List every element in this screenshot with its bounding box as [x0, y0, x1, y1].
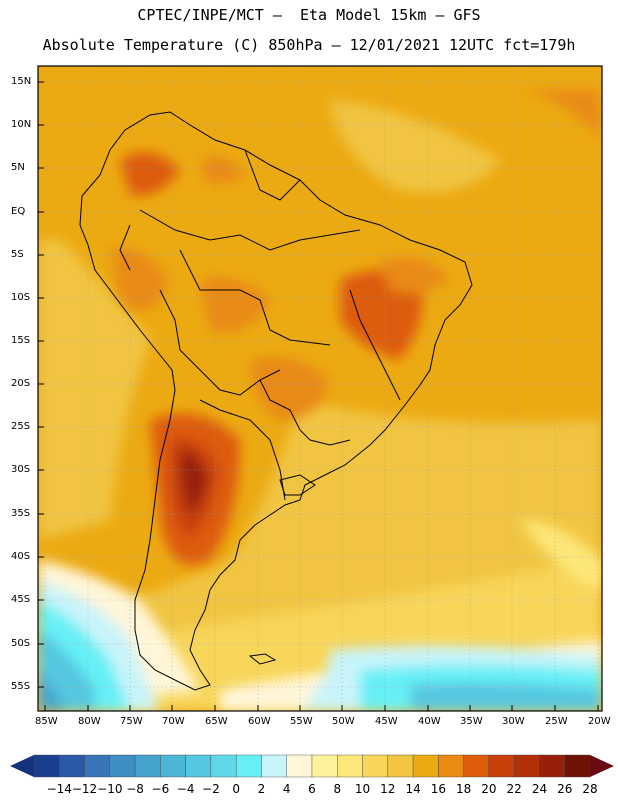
colorbar-swatch — [210, 754, 237, 778]
colorbar-label: −2 — [202, 782, 220, 796]
colorbar-swatch — [412, 754, 439, 778]
colorbar-label: 8 — [333, 782, 342, 796]
lon-label: 50W — [332, 716, 355, 727]
colorbar-under-arrow — [10, 755, 34, 777]
colorbar-label: −14 — [46, 782, 72, 796]
axis-ticks — [38, 81, 599, 711]
lat-label: 35S — [11, 508, 31, 519]
lon-label: 60W — [248, 716, 271, 727]
lat-label: 40S — [11, 551, 31, 562]
colorbar-label: 10 — [354, 782, 371, 796]
title-line-2: Absolute Temperature (C) 850hPa – 12/01/… — [42, 36, 576, 54]
colorbar-label: 4 — [282, 782, 291, 796]
colorbar-label: −12 — [71, 782, 98, 796]
lon-label: 20W — [588, 716, 611, 727]
amazon — [120, 152, 180, 196]
lat-label: 10N — [11, 119, 32, 130]
colorbar-label: 16 — [430, 782, 446, 796]
lat-label: EQ — [11, 206, 26, 217]
colorbar-over-arrow — [590, 755, 614, 777]
colorbar — [10, 754, 614, 778]
colorbar-label: 12 — [380, 782, 396, 796]
lat-label: 20S — [11, 378, 31, 389]
colorbar-swatch — [513, 754, 540, 778]
colorbar-swatch — [59, 754, 85, 778]
lon-label: 75W — [120, 716, 143, 727]
lat-label: 5S — [11, 249, 24, 260]
colorbar-swatch — [387, 754, 414, 778]
lon-label: 45W — [375, 716, 398, 727]
coastlines — [79, 111, 473, 691]
lat-label: 50S — [11, 638, 31, 649]
colorbar-swatch — [286, 754, 313, 778]
colorbar-label: 28 — [582, 782, 598, 796]
lon-label: 40W — [418, 716, 441, 727]
colorbar-swatch — [564, 754, 591, 778]
colorbar-swatch — [261, 754, 287, 778]
lat-label: 30S — [11, 464, 31, 475]
colorbar-swatch — [438, 754, 464, 778]
field-layer — [38, 66, 602, 711]
colorbar-label: 20 — [481, 782, 497, 796]
lat-label: 5N — [11, 162, 25, 173]
colorbar-swatch — [463, 754, 490, 778]
colorbar-swatch — [235, 754, 262, 778]
colorbar-label: −4 — [176, 782, 195, 796]
colorbar-label: 22 — [506, 782, 522, 796]
map-frame — [37, 65, 603, 712]
colorbar-label: 2 — [257, 782, 266, 796]
lat-label: 15S — [11, 335, 31, 346]
title-line-1: CPTEC/INPE/MCT – Eta Model 15km – GFS — [137, 6, 481, 24]
colorbar-label: 6 — [308, 782, 316, 796]
colorbar-swatch — [160, 754, 186, 778]
colorbar-swatch — [362, 754, 389, 778]
lon-label: 25W — [545, 716, 568, 727]
colorbar-swatch — [134, 754, 161, 778]
lon-label: 80W — [78, 716, 101, 727]
lat-label: 25S — [11, 421, 31, 432]
colorbar-label: 0 — [232, 782, 240, 796]
lon-label: 70W — [162, 716, 185, 727]
lon-label: 55W — [290, 716, 313, 727]
colorbar-label: 26 — [557, 782, 573, 796]
lon-label: 35W — [460, 716, 483, 727]
colorbar-swatch — [488, 754, 515, 778]
colorbar-swatch — [185, 754, 212, 778]
colorbar-swatch — [539, 754, 565, 778]
colorbar-swatch — [84, 754, 111, 778]
colorbar-swatch — [337, 754, 363, 778]
lat-label: 15N — [11, 76, 32, 87]
lon-label: 30W — [502, 716, 525, 727]
colorbar-swatch — [33, 754, 60, 778]
lon-label: 65W — [205, 716, 228, 727]
colorbar-swatch — [109, 754, 136, 778]
colorbar-label: −10 — [97, 782, 123, 796]
colorbar-label: −6 — [151, 782, 170, 796]
colorbar-label: 18 — [455, 782, 472, 796]
lat-label: 45S — [11, 594, 31, 605]
lon-label: 85W — [35, 716, 58, 727]
lat-label: 55S — [11, 681, 31, 692]
colorbar-label: −8 — [126, 782, 144, 796]
colorbar-swatch — [311, 754, 338, 778]
lat-label: 10S — [11, 292, 31, 303]
colorbar-label: 24 — [531, 782, 548, 796]
colorbar-label: 14 — [405, 782, 421, 796]
